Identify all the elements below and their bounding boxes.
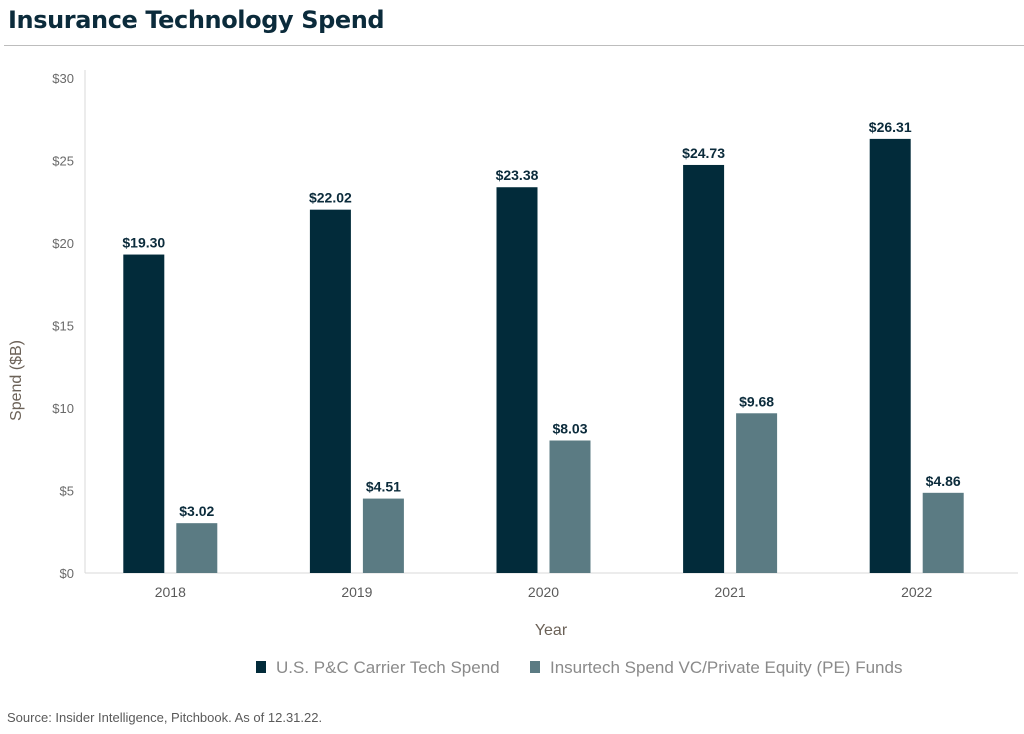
legend-label: U.S. P&C Carrier Tech Spend (276, 658, 500, 677)
y-axis-label: Spend ($B) (8, 340, 25, 421)
x-tick-label: 2019 (341, 584, 372, 600)
x-tick-label: 2022 (901, 584, 932, 600)
legend-swatch (530, 661, 540, 673)
data-label: $9.68 (739, 393, 774, 409)
bar-series-2 (922, 492, 964, 573)
y-tick-label: $5 (60, 484, 74, 499)
bars (123, 138, 964, 574)
y-tick-label: $25 (52, 154, 74, 169)
bar-series-2 (362, 498, 404, 573)
x-tick-label: 2018 (155, 584, 186, 600)
bar-series-1 (869, 138, 911, 573)
data-label: $3.02 (179, 503, 214, 519)
chart-title: Insurance Technology Spend (8, 6, 385, 34)
bar-series-1 (309, 209, 351, 574)
y-tick-label: $0 (60, 566, 74, 581)
y-tick-label: $10 (52, 401, 74, 416)
data-label: $4.86 (926, 473, 961, 489)
data-label: $4.51 (366, 479, 401, 495)
data-label: $26.31 (869, 119, 912, 135)
legend-label: Insurtech Spend VC/Private Equity (PE) F… (550, 658, 902, 677)
title-divider (4, 45, 1024, 46)
bar-series-1 (496, 187, 538, 574)
y-tick-label: $20 (52, 236, 74, 251)
data-label: $23.38 (496, 167, 539, 183)
data-label: $19.30 (122, 235, 165, 251)
x-tick-label: 2020 (528, 584, 559, 600)
x-axis: 2018 2019 2020 2021 2022 (85, 572, 1018, 600)
bar-series-1 (683, 164, 725, 573)
x-tick-label: 2021 (715, 584, 746, 600)
y-axis: $0 $5 $10 $15 $20 $25 $30 (52, 70, 86, 581)
legend-swatch (256, 661, 266, 673)
bar-series-2 (176, 523, 218, 573)
bar-chart: $0 $5 $10 $15 $20 $25 $30 2018 2019 2020 2021 2022… (8, 70, 1018, 677)
x-axis-label: Year (535, 622, 568, 639)
data-label: $8.03 (552, 421, 587, 437)
y-tick-label: $30 (52, 71, 74, 86)
y-tick-label: $15 (52, 319, 74, 334)
legend: U.S. P&C Carrier Tech Spend Insurtech Spe… (256, 658, 902, 677)
value-labels: $19.30 $3.02 $22.02 $4.51 $23.38 $8.03 $24.73 $… (122, 119, 961, 519)
bar-series-2 (549, 440, 591, 573)
source-note: Source: Insider Intelligence, Pitchbook.… (7, 710, 323, 725)
data-label: $24.73 (682, 145, 725, 161)
bar-series-2 (736, 413, 778, 573)
bar-series-1 (123, 254, 165, 574)
data-label: $22.02 (309, 190, 352, 206)
